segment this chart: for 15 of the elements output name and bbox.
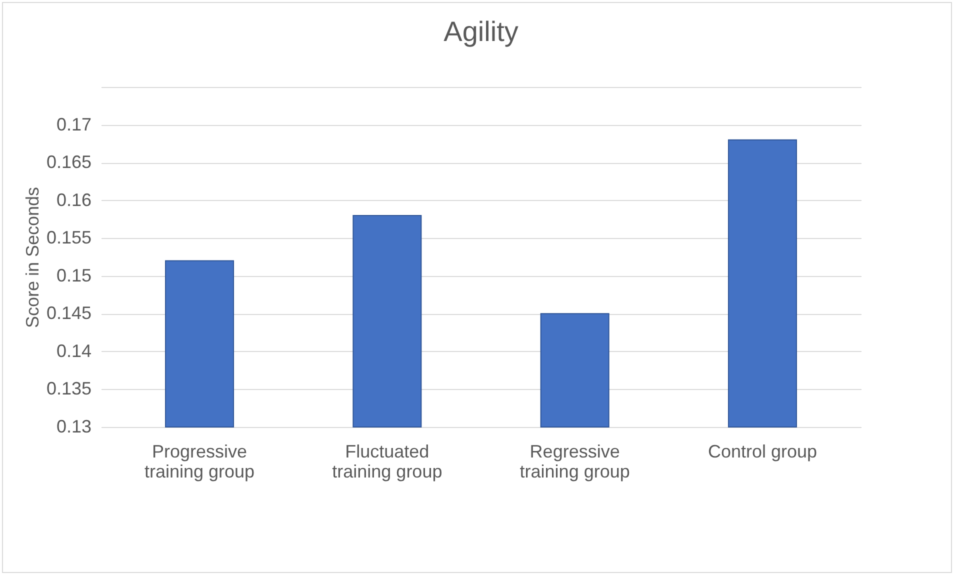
- y-tick-label: 0.16: [56, 190, 92, 210]
- x-tick-label: Regressive training group: [520, 442, 630, 482]
- y-tick-label: 0.155: [46, 228, 92, 248]
- y-axis-title: Score in Seconds: [22, 186, 42, 328]
- x-tick-label: Control group: [708, 442, 818, 462]
- y-tick-label: 0.135: [46, 378, 92, 399]
- y-tick-label: 0.14: [56, 340, 92, 361]
- y-tick-label: 0.13: [56, 416, 92, 436]
- y-tick-label: 0.145: [46, 303, 92, 324]
- x-tick-label: Progressive training group: [144, 442, 255, 482]
- x-tick-label: Fluctuated training group: [332, 442, 442, 482]
- y-tick-label: 0.17: [56, 114, 92, 134]
- chart-title: Agility: [444, 16, 518, 47]
- y-tick-label: 0.15: [56, 265, 92, 286]
- y-tick-label: 0.165: [46, 152, 92, 172]
